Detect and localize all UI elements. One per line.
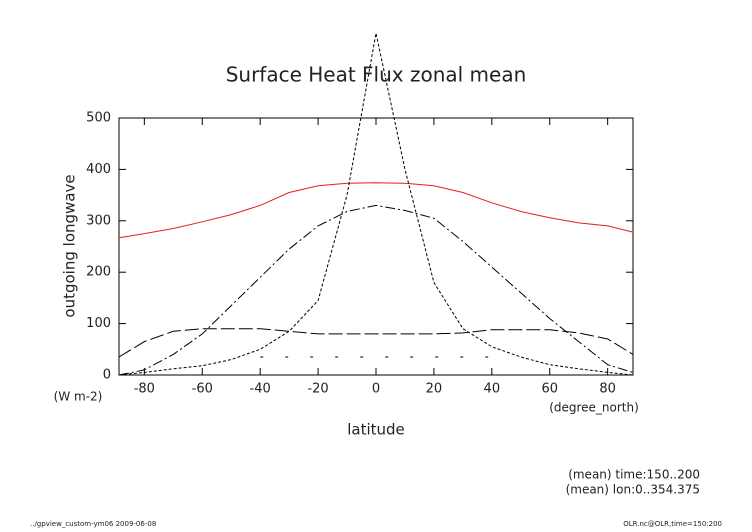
x-tick-label: -40 [250, 382, 271, 397]
data-line [118, 182, 634, 239]
x-tick-label: 40 [484, 382, 501, 397]
x-tick-label: 20 [426, 382, 443, 397]
y-axis-label: outgoing longwave [61, 174, 79, 317]
chart-title: Surface Heat Flux zonal mean [226, 63, 527, 87]
footer-left: ../gpview_custom-ym06 2009-06-08 [30, 520, 156, 528]
x-tick-label: 80 [599, 382, 616, 397]
x-tick-label: -80 [134, 382, 155, 397]
annotation: (mean) lon:0..354.375 [566, 483, 700, 497]
y-tick-label: 400 [86, 162, 111, 177]
y-tick-label: 300 [86, 213, 111, 228]
x-axis-units: (degree_north) [549, 401, 639, 415]
y-tick-label: 100 [86, 316, 111, 331]
y-tick-label: 500 [86, 111, 111, 126]
x-tick-label: -60 [192, 382, 213, 397]
x-tick-label: 0 [372, 382, 380, 397]
annotation: (mean) time:150..200 [568, 468, 700, 482]
data-line [118, 204, 634, 376]
x-axis-label: latitude [347, 421, 405, 439]
y-axis-units: (W m-2) [54, 390, 103, 404]
data-line [118, 328, 634, 358]
plot-frame [118, 117, 634, 376]
x-tick-label: 60 [541, 382, 558, 397]
footer-right: OLR.nc@OLR,time=150:200 [623, 520, 722, 528]
y-tick-label: 0 [103, 368, 111, 383]
y-tick-label: 200 [86, 265, 111, 280]
x-tick-label: -20 [307, 382, 328, 397]
